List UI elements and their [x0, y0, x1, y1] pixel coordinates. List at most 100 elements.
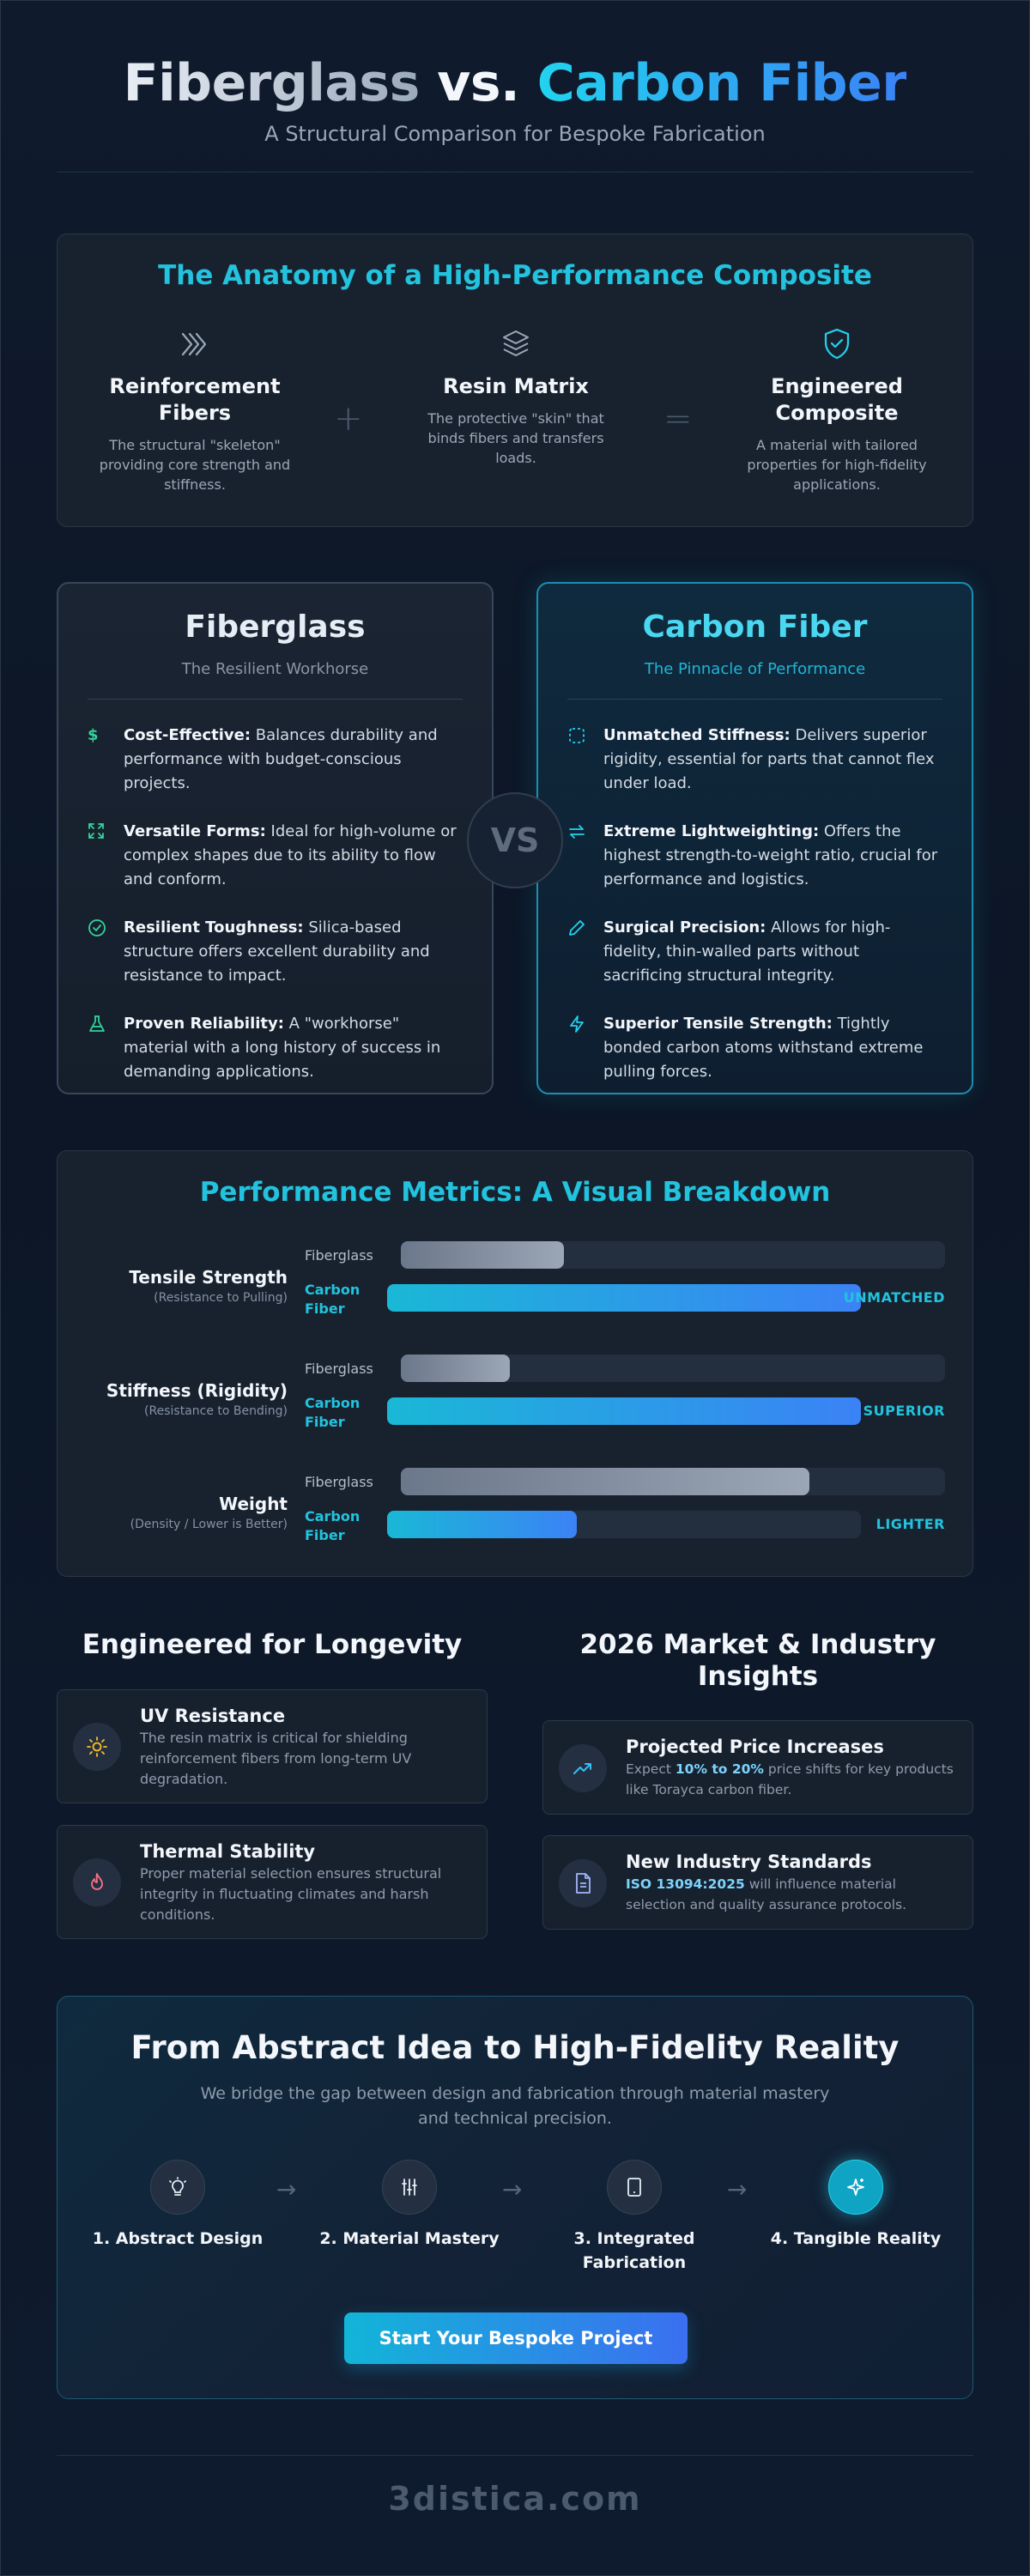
metric-badge: LIGHTER: [876, 1516, 945, 1532]
step-label: 4. Tangible Reality: [770, 2229, 942, 2248]
bar-carbon: [387, 1397, 861, 1425]
fiberglass-title: Fiberglass: [185, 609, 366, 645]
feature-item: Superior Tensile Strength: Tightly bonde…: [567, 1012, 942, 1084]
insights-title: 2026 Market & Industry Insights: [579, 1629, 936, 1692]
highlight: 10% to 20%: [675, 1761, 764, 1777]
insight-card: New Industry Standards ISO 13094:2025 wi…: [542, 1835, 973, 1930]
desc-pre: Expect: [626, 1761, 676, 1777]
document-icon: [559, 1859, 607, 1907]
footer-divider: [57, 2455, 973, 2456]
fiberglass-tagline: The Resilient Workhorse: [181, 660, 369, 678]
feature-text: Tightly bonded carbon atoms withstand ex…: [603, 1015, 924, 1081]
bar-carbon: [387, 1284, 861, 1312]
metric-label: Stiffness (Rigidity) (Resistance to Bendi…: [106, 1380, 288, 1418]
start-project-button[interactable]: Start Your Bespoke Project: [344, 2312, 688, 2364]
card-title: Projected Price Increases: [626, 1737, 884, 1757]
metric-sub: (Resistance to Pulling): [154, 1291, 288, 1305]
metric-label: Weight (Density / Lower is Better): [130, 1494, 288, 1531]
bar-carbon: [387, 1511, 577, 1538]
dollar-icon: $: [88, 726, 99, 744]
step-label: 2. Material Mastery: [319, 2229, 500, 2248]
feature-text: Delivers superior rigidity, essential fo…: [603, 726, 935, 792]
metric-sub: (Resistance to Bending): [144, 1404, 288, 1418]
bar-track: [401, 1355, 945, 1382]
fiberglass-divider: [88, 699, 463, 700]
bar-track: [401, 1241, 945, 1269]
metric-badge: SUPERIOR: [863, 1403, 945, 1419]
shield-check-icon: [734, 320, 940, 368]
feature-item: Extreme Lightweighting: Offers the highe…: [567, 820, 942, 892]
feature-item: Resilient Toughness: Silica-based struct…: [88, 916, 463, 988]
layers-icon: [413, 320, 619, 368]
feature-text: Balances durability and performance with…: [124, 726, 438, 792]
step-label: 1. Abstract Design: [92, 2229, 264, 2248]
step-label: 3. Integrated Fabrication: [573, 2229, 695, 2272]
anatomy-item-resin: Resin Matrix The protective "skin" that …: [413, 320, 619, 468]
insights-section: 2026 Market & Industry Insights Projecte…: [542, 1629, 973, 1955]
bar-track: [387, 1397, 861, 1425]
pencil-icon: [567, 916, 603, 988]
anatomy-item-title: Engineered Composite: [771, 374, 903, 425]
feature-text: Silica-based structure offers excellent …: [124, 918, 430, 985]
desc-post: price shifts for key products like Toray…: [626, 1761, 954, 1797]
process-section: From Abstract Idea to High-Fidelity Real…: [57, 1996, 973, 2399]
step-arrow: →: [727, 2175, 748, 2203]
feature-title: Surgical Precision:: [603, 918, 766, 936]
series-label-fiberglass: Fiberglass: [305, 1247, 373, 1264]
feature-text: A "workhorse" material with a long histo…: [124, 1015, 441, 1081]
title-carbon: Carbon Fiber: [536, 53, 907, 113]
feature-title: Extreme Lightweighting:: [603, 822, 820, 840]
insight-card: Projected Price Increases Expect 10% to …: [542, 1720, 973, 1815]
bar-fiberglass: [401, 1468, 809, 1495]
process-step: 3. Integrated Fabrication: [540, 2160, 729, 2275]
sliders-icon: [382, 2160, 437, 2215]
lightning-icon: [567, 1012, 603, 1084]
anatomy-section: The Anatomy of a High-Performance Compos…: [57, 233, 973, 527]
anatomy-item-desc: The protective "skin" that binds fibers …: [427, 410, 604, 466]
dashed-square-icon: [567, 724, 603, 796]
carbon-fiber-card: Carbon Fiber The Pinnacle of Performance…: [536, 582, 973, 1094]
page-title: Fiberglass vs. Carbon Fiber: [57, 50, 973, 117]
metric-row: Stiffness (Rigidity) (Resistance to Bendi…: [58, 1355, 972, 1440]
feature-item: $ Cost-Effective: Balances durability an…: [88, 724, 463, 796]
anatomy-item-fibers: Reinforcement Fibers The structural "ske…: [92, 320, 298, 494]
footer: 3distica.com: [57, 2455, 973, 2518]
metric-row: Tensile Strength (Resistance to Pulling) F…: [58, 1241, 972, 1327]
carbon-divider: [567, 699, 942, 700]
metric-badge: UNMATCHED: [843, 1289, 945, 1306]
title-vs: vs.: [419, 53, 537, 113]
title-fiberglass: Fiberglass: [123, 53, 421, 113]
carbon-tagline: The Pinnacle of Performance: [644, 660, 866, 678]
highlight: ISO 13094:2025: [626, 1876, 745, 1892]
feature-title: Unmatched Stiffness:: [603, 726, 791, 744]
metrics-title: Performance Metrics: A Visual Breakdown: [199, 1177, 831, 1208]
longevity-card: Thermal Stability Proper material select…: [57, 1825, 488, 1939]
bar-track: [387, 1284, 861, 1312]
feature-title: Superior Tensile Strength:: [603, 1015, 833, 1033]
sparkle-icon: [828, 2160, 883, 2215]
header-divider: [57, 172, 973, 173]
card-desc: The resin matrix is critical for shieldi…: [140, 1730, 412, 1787]
feature-item: Proven Reliability: A "workhorse" materi…: [88, 1012, 463, 1084]
page-header: Fiberglass vs. Carbon Fiber A Structural…: [57, 50, 973, 173]
flame-icon: [73, 1858, 121, 1906]
brand-logo[interactable]: 3distica.com: [388, 2480, 642, 2518]
sun-icon: [73, 1723, 121, 1771]
fiberglass-card: Fiberglass The Resilient Workhorse $ Cos…: [57, 582, 494, 1094]
feature-title: Resilient Toughness:: [124, 918, 304, 936]
step-arrow: →: [276, 2175, 297, 2203]
card-title: UV Resistance: [140, 1706, 286, 1726]
feature-title: Cost-Effective:: [124, 726, 251, 744]
feature-item: Surgical Precision: Allows for high-fide…: [567, 916, 942, 988]
expand-icon: [88, 820, 124, 892]
chevrons-right-icon: [92, 320, 298, 368]
trending-up-icon: [559, 1744, 607, 1792]
feature-item: Versatile Forms: Ideal for high-volume o…: [88, 820, 463, 892]
lightbulb-icon: [150, 2160, 205, 2215]
bar-track: [401, 1468, 945, 1495]
anatomy-item-desc: A material with tailored properties for …: [747, 437, 927, 493]
feature-text: Ideal for high-volume or complex shapes …: [124, 822, 457, 888]
feature-text: Offers the highest strength-to-weight ra…: [603, 822, 938, 888]
plus-sign: +: [334, 399, 363, 439]
anatomy-item-desc: The structural "skeleton" providing core…: [99, 437, 291, 493]
